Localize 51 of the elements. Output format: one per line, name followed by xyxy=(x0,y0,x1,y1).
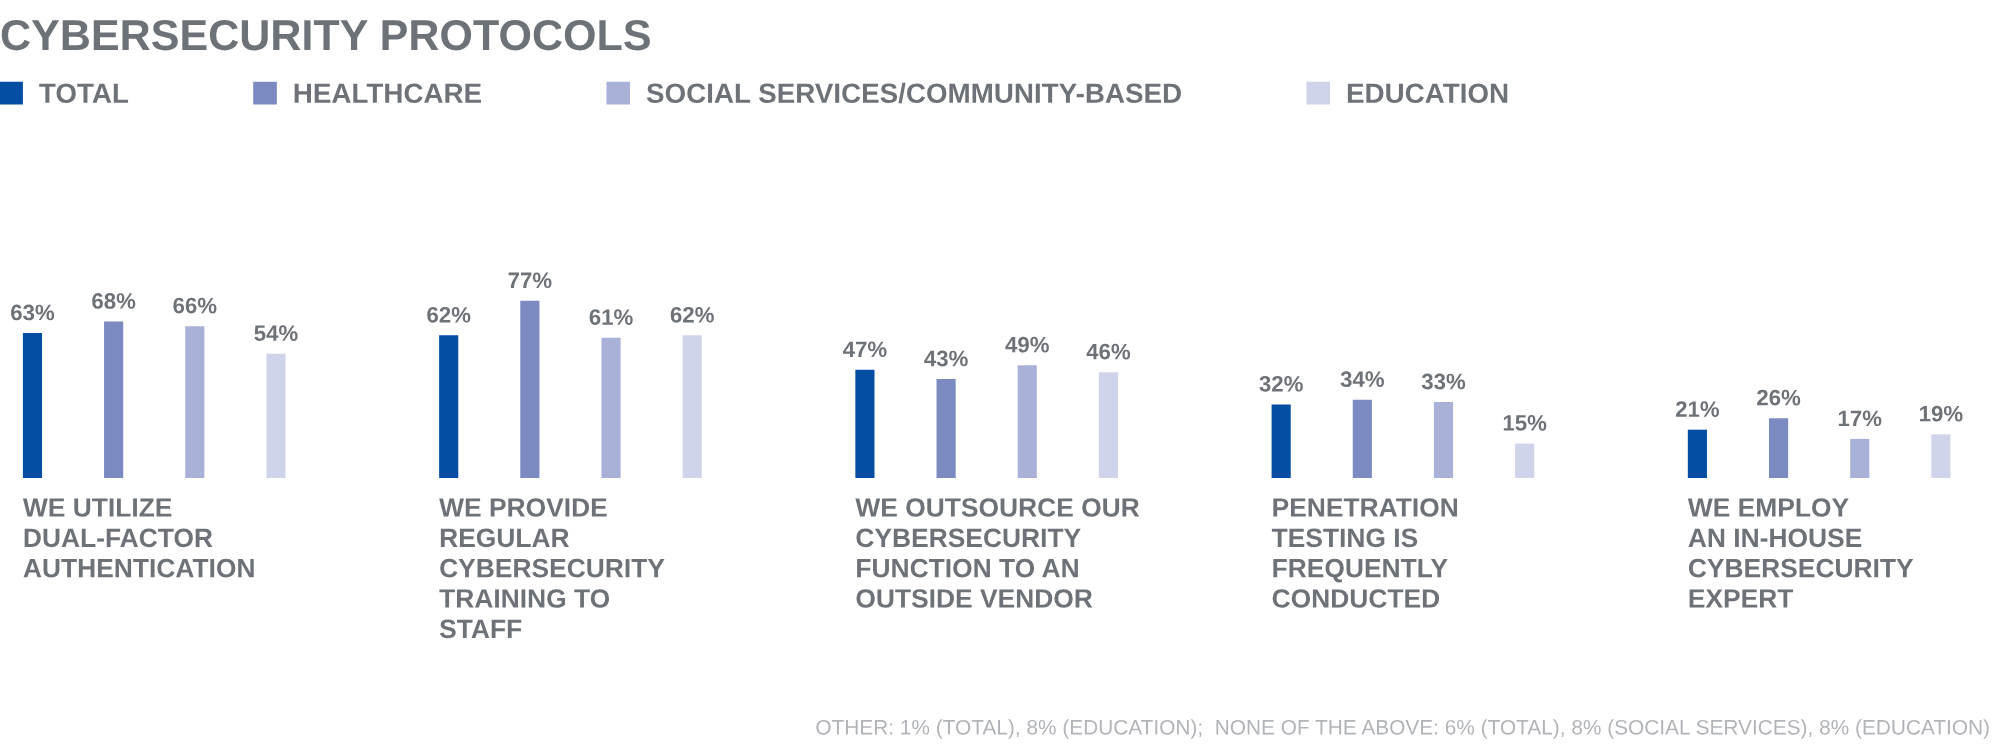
x-tick-label: WE EMPLOY AN IN-HOUSE CYBERSECURITY EXPERT xyxy=(1687,498,1914,608)
data-label: 46% xyxy=(1086,343,1131,360)
x-tick-label: PENETRATION TESTING IS FREQUENTLY CONDUCTED xyxy=(1271,498,1457,608)
data-label: 32% xyxy=(1259,375,1303,392)
bar xyxy=(1352,399,1372,478)
bar xyxy=(1017,365,1037,478)
x-tick-label: WE UTILIZE DUAL-FACTOR AUTHENTICATION xyxy=(22,498,254,578)
bar xyxy=(22,333,43,478)
bar xyxy=(1515,443,1535,478)
data-label: 19% xyxy=(1920,405,1963,422)
bar xyxy=(1931,434,1951,478)
bar xyxy=(682,335,702,478)
bar xyxy=(1850,438,1870,478)
bar xyxy=(104,321,124,478)
legend-label: SOCIAL SERVICES/COMMUNITY-BASED xyxy=(646,82,1181,104)
chart-title: CYBERSECURITY PROTOCOLS xyxy=(1,19,650,51)
data-label: 68% xyxy=(92,293,136,309)
bar xyxy=(1098,372,1118,478)
bar xyxy=(936,379,956,478)
data-label: 77% xyxy=(508,272,552,289)
data-label: 34% xyxy=(1340,371,1384,388)
bar xyxy=(855,369,875,478)
legend-label: TOTAL xyxy=(39,83,129,104)
x-tick-label: WE OUTSOURCE OUR CYBERSECURITY FUNCTION TO AN OUTSIDE VENDOR xyxy=(855,498,1140,608)
x-tick-label: WE PROVIDE REGULAR CYBERSECURITY TRAINING TO STAFF xyxy=(439,498,665,639)
bar xyxy=(520,300,540,478)
data-label: 62% xyxy=(427,306,471,323)
data-label: 62% xyxy=(670,306,714,323)
data-label: 33% xyxy=(1421,373,1466,390)
data-label: 66% xyxy=(173,297,217,314)
bar xyxy=(185,326,205,478)
text: OTHER: 1% (TOTAL), 8% (EDUCATION); NONE OF THE ABOVE: 6% (TOTAL), 8% (SOCIAL SERVICES), 8% (EDUCATION) xyxy=(816,719,1989,739)
data-label: 43% xyxy=(924,350,968,367)
bar xyxy=(439,335,459,478)
bar xyxy=(266,353,286,478)
data-label: 54% xyxy=(254,325,298,342)
data-label: 21% xyxy=(1675,401,1720,417)
data-label: 47% xyxy=(843,341,887,358)
data-label: 49% xyxy=(1005,336,1049,353)
bar xyxy=(1271,404,1291,478)
bar xyxy=(1687,429,1707,478)
data-label: 61% xyxy=(589,309,633,325)
data-label: 63% xyxy=(11,304,55,321)
bar xyxy=(601,337,621,478)
legend-label: HEALTHCARE xyxy=(294,83,482,104)
bar xyxy=(1768,418,1789,478)
legend-label: EDUCATION xyxy=(1347,83,1508,104)
bar xyxy=(1433,402,1454,478)
data-label: 17% xyxy=(1838,410,1882,427)
data-label: 26% xyxy=(1757,389,1801,406)
data-label: 15% xyxy=(1503,415,1547,431)
